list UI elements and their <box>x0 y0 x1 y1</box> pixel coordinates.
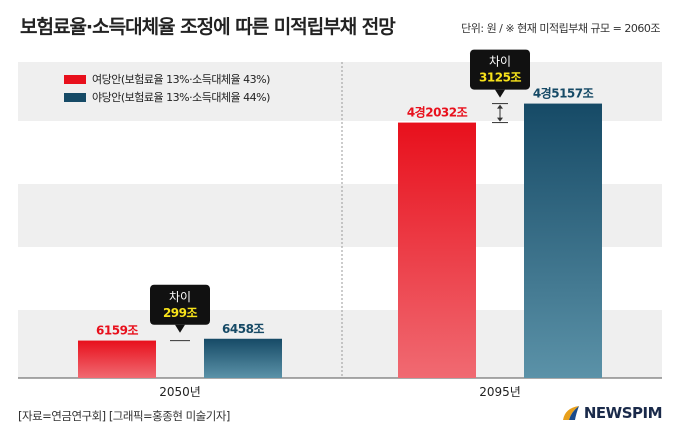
diff-callout-box-1 <box>470 49 530 90</box>
bars-layer <box>78 103 602 378</box>
legend-swatch-opposition <box>64 92 86 102</box>
bar-opposition-0 <box>204 338 282 378</box>
diff-callout-box-0 <box>150 284 210 325</box>
legend-item-opposition: 야당안(보험료율 13%·소득대체율 44%) <box>64 88 270 106</box>
bar-ruling-0 <box>78 340 156 378</box>
logo-mark-icon <box>562 406 579 420</box>
diff-value-0: 299조 <box>163 306 198 320</box>
x-tick-label-1: 2095년 <box>479 385 521 399</box>
newspim-logo: NEWSPIM <box>561 404 663 422</box>
diff-caption-0: 차이 <box>169 290 191 304</box>
tick-labels-layer: 2050년 2095년 <box>159 385 521 399</box>
legend-label-ruling: 여당안(보험료율 13%·소득대체율 43%) <box>92 73 270 86</box>
diff-value-1: 3125조 <box>479 71 521 85</box>
bar-ruling-1 <box>398 122 476 378</box>
diff-arrow-up-1 <box>497 104 503 109</box>
legend-swatch-ruling <box>64 74 86 84</box>
value-label-ruling-1: 4경2032조 <box>407 106 468 120</box>
legend: 여당안(보험료율 13%·소득대체율 43%) 야당안(보험료율 13%·소득대… <box>64 70 270 106</box>
source-credit: [자료=연금연구회] [그래픽=홍종현 미술기자] <box>18 409 230 423</box>
bar-opposition-1 <box>524 103 602 378</box>
diff-callout-pointer-0 <box>175 324 185 333</box>
logo-text: NEWSPIM <box>583 404 663 422</box>
x-tick-label-0: 2050년 <box>159 385 201 399</box>
value-label-ruling-0: 6159조 <box>96 324 138 338</box>
value-label-opposition-1: 4경5157조 <box>533 87 594 101</box>
unit-note: 단위: 원 / ※ 현재 미적립부채 규모 = 2060조 <box>461 22 660 35</box>
diff-arrow-down-1 <box>497 117 503 122</box>
chart-title: 보험료율·소득대체율 조정에 따른 미적립부채 전망 <box>20 16 396 38</box>
value-label-opposition-0: 6458조 <box>222 322 264 336</box>
diff-callout-pointer-1 <box>495 89 505 98</box>
legend-item-ruling: 여당안(보험료율 13%·소득대체율 43%) <box>64 70 270 88</box>
diff-caption-1: 차이 <box>489 55 511 69</box>
legend-label-opposition: 야당안(보험료율 13%·소득대체율 44%) <box>92 91 270 104</box>
